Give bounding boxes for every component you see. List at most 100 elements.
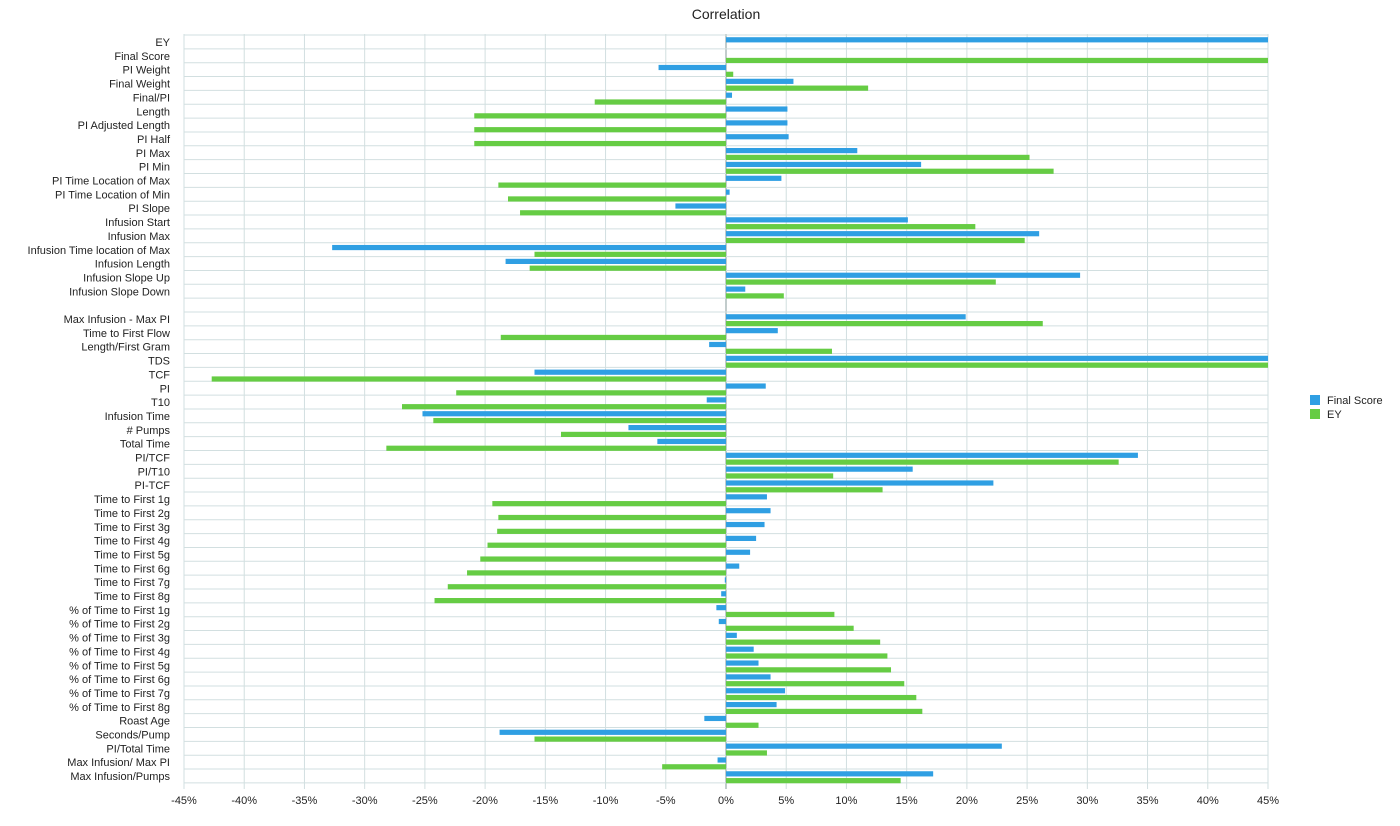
bar-ey (497, 528, 726, 534)
category-label: Final Score (114, 51, 170, 63)
category-label: PI-TCF (135, 480, 171, 492)
bar-ey (492, 501, 726, 507)
category-label: EY (155, 37, 170, 49)
category-label: Max Infusion - Max PI (64, 314, 170, 326)
bar-final-score (726, 535, 757, 541)
bar-final-score (726, 328, 778, 334)
x-axis-ticks: -45% -40% -35% -30% -25% -20% -15% -10% -5% 0% 5% 1… (171, 795, 1279, 807)
bar-final-score (726, 217, 908, 223)
bar-final-score (726, 383, 766, 389)
category-label: PI (160, 383, 170, 395)
bar-ey (726, 639, 881, 645)
bar-final-score (726, 660, 759, 666)
bar-final-score (726, 563, 740, 569)
bar-ey (467, 570, 726, 576)
bar-final-score (716, 605, 726, 611)
x-tick-label: 5% (778, 795, 794, 807)
bar-final-score (726, 674, 771, 680)
legend-label: EY (1327, 409, 1342, 421)
category-label: Infusion Max (108, 231, 171, 243)
category-label: PI Slope (128, 203, 170, 215)
bar-ey (662, 764, 726, 770)
x-tick-label: 10% (835, 795, 857, 807)
bar-ey (726, 154, 1030, 160)
category-label: % of Time to First 2g (69, 619, 170, 631)
bar-final-score (726, 134, 789, 140)
bar-final-score (505, 258, 726, 264)
x-tick-label: 30% (1076, 795, 1098, 807)
bar-final-score (706, 397, 726, 403)
category-label: Max Infusion/ Max PI (67, 757, 170, 769)
category-label: PI/T10 (138, 466, 170, 478)
bar-final-score (726, 508, 771, 514)
category-label: Max Infusion/Pumps (70, 771, 170, 783)
bar-ey (534, 251, 726, 257)
x-tick-label: -5% (656, 795, 676, 807)
bar-final-score (726, 175, 782, 181)
bar-final-score (726, 480, 994, 486)
category-label: Seconds/Pump (95, 730, 170, 742)
bar-final-score (675, 203, 726, 209)
category-label: Time to First 8g (94, 591, 170, 603)
x-tick-label: -30% (352, 795, 378, 807)
bar-final-score (726, 78, 794, 84)
bar-final-score (717, 757, 726, 763)
bar-final-score (332, 244, 726, 251)
x-tick-label: 25% (1016, 795, 1038, 807)
category-label: Length (136, 106, 170, 118)
bar-ey (456, 390, 726, 396)
category-label: Time to First 5g (94, 549, 170, 561)
bar-ey (726, 71, 734, 77)
x-tick-label: -20% (472, 795, 498, 807)
category-label: Infusion Slope Up (83, 272, 170, 284)
category-label: Time to First 3g (94, 522, 170, 534)
bar-ey (498, 514, 726, 521)
bar-final-score (726, 494, 767, 500)
bar-final-score (658, 64, 726, 71)
category-label: Infusion Slope Down (69, 286, 170, 298)
bar-final-score (726, 92, 733, 98)
x-tick-label: -10% (593, 795, 619, 807)
chart-title: Correlation (692, 6, 760, 22)
bar-ey (529, 265, 726, 271)
x-tick-label: -25% (412, 795, 438, 807)
bar-ey (726, 348, 832, 354)
bar-ey (474, 113, 726, 119)
bar-final-score (726, 702, 777, 708)
bar-final-score (726, 286, 746, 292)
x-tick-label: 45% (1257, 795, 1279, 807)
category-label: Infusion Length (95, 259, 170, 271)
category-label: % of Time to First 1g (69, 605, 170, 617)
bar-final-score (718, 618, 726, 625)
bar-ey (520, 210, 726, 216)
category-label: Length/First Gram (81, 342, 170, 354)
bar-ey (560, 431, 726, 437)
bar-ey (726, 168, 1054, 174)
category-label: % of Time to First 6g (69, 674, 170, 686)
bar-final-score (726, 549, 751, 555)
bar-ey (498, 182, 726, 188)
bar-ey (726, 722, 759, 728)
category-label: Final Weight (109, 79, 170, 91)
bar-ey (447, 584, 726, 590)
bar-final-score (726, 148, 858, 154)
legend-swatch (1310, 395, 1320, 405)
bar-ey (726, 667, 892, 673)
category-label: Infusion Start (105, 217, 170, 229)
bar-ey (534, 736, 726, 742)
bar-ey (726, 362, 1268, 368)
bar-final-score (726, 632, 737, 638)
bar-ey (434, 598, 726, 604)
bar-final-score (726, 355, 1268, 361)
category-label: PI Half (137, 134, 171, 146)
bar-ey (726, 681, 905, 687)
category-label: PI Time Location of Min (55, 189, 170, 201)
bar-ey (726, 611, 835, 618)
category-label: Infusion Time location of Max (28, 245, 171, 257)
bar-ey (507, 196, 726, 202)
bar-ey (402, 404, 726, 410)
bar-final-score (726, 466, 913, 472)
category-label: % of Time to First 4g (69, 646, 170, 658)
bar-ey (211, 376, 727, 382)
bar-final-score (726, 161, 922, 168)
